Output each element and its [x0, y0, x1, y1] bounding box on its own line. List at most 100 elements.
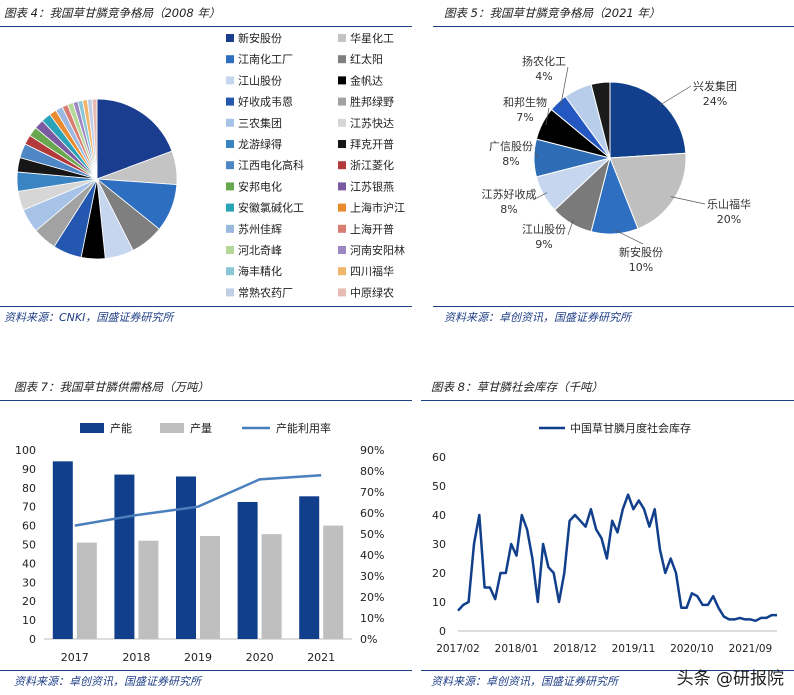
- fig8-top-rule: [421, 400, 794, 401]
- legend-label: 产量: [190, 421, 212, 435]
- fig7-top-rule: [0, 400, 412, 401]
- fig4-bottom-rule: [0, 306, 412, 307]
- x-tick-label: 2020/10: [670, 643, 714, 655]
- bar-output: [261, 534, 282, 639]
- legend-label: 河北奇峰: [238, 244, 282, 257]
- slice-pct: 9%: [535, 238, 552, 251]
- y-tick-label: 50: [432, 480, 446, 493]
- legend-label: 红太阳: [350, 53, 383, 66]
- legend-label: 中原绿农: [350, 285, 394, 299]
- fig8-bottom-rule: [421, 670, 794, 671]
- line-inventory: [457, 493, 777, 623]
- legend-label: 江山股份: [238, 74, 282, 87]
- bar-output: [138, 540, 159, 639]
- slice-pct: 10%: [629, 261, 653, 274]
- slice-name: 新安股份: [619, 245, 663, 259]
- bar-capacity: [237, 501, 258, 639]
- bar-output: [200, 535, 220, 639]
- legend-label: 上海市沪江: [350, 201, 405, 215]
- legend-label: 胜邦绿野: [350, 95, 394, 109]
- legend-label: 华星化工: [350, 31, 394, 45]
- line-utilization: [74, 473, 322, 527]
- y2-tick-label: 90%: [360, 444, 384, 457]
- y-tick-label: 10: [432, 596, 446, 609]
- y2-tick-label: 0%: [360, 633, 377, 646]
- slice-pct: 7%: [516, 111, 533, 124]
- legend-swatch: [338, 203, 346, 212]
- fig5-title: 图表 5：我国草甘膦竞争格局（2021 年）: [444, 6, 661, 20]
- legend-label: 三农集团: [238, 116, 282, 130]
- fig5-bottom-rule: [433, 306, 794, 307]
- y-tick-label: 20: [22, 595, 36, 608]
- bar-capacity: [176, 476, 196, 639]
- legend-label: 拜克开普: [350, 137, 394, 151]
- x-tick-label: 2017: [61, 651, 89, 664]
- fig7-bottom-rule: [0, 670, 412, 671]
- slice-name: 和邦生物: [503, 95, 547, 109]
- legend-swatch: [226, 140, 234, 148]
- legend-swatch: [338, 267, 346, 276]
- slice-pct: 8%: [502, 155, 519, 168]
- legend-label: 上海开普: [350, 222, 394, 236]
- legend-swatch: [226, 288, 234, 297]
- slice-name: 扬农化工: [522, 54, 566, 68]
- legend-label: 江西电化高科: [238, 158, 304, 172]
- watermark: 头条 @研报院: [676, 669, 784, 689]
- pie-slice: [609, 152, 687, 230]
- slice-pct: 8%: [500, 203, 517, 216]
- y-tick-label: 80: [22, 482, 36, 495]
- legend-label: 中国草甘膦月度社会库存: [570, 421, 691, 435]
- leader-line: [534, 151, 539, 159]
- fig5-source: 资料来源：卓创资讯，国盛证券研究所: [444, 311, 631, 324]
- bar-output: [323, 525, 344, 639]
- fig7-source: 资料来源：卓创资讯，国盛证券研究所: [14, 675, 201, 688]
- x-tick-label: 2021/09: [729, 643, 773, 655]
- slice-name: 乐山福华: [707, 197, 751, 211]
- y2-tick-label: 50%: [360, 528, 384, 541]
- slice-pct: 20%: [717, 213, 741, 226]
- y-tick-label: 60: [22, 520, 36, 533]
- x-tick-label: 2019/11: [612, 643, 656, 655]
- legend-label: 产能利用率: [276, 421, 331, 435]
- legend-swatch: [226, 246, 234, 254]
- y-tick-label: 0: [29, 633, 36, 646]
- legend-swatch: [226, 55, 234, 64]
- y-tick-label: 70: [22, 501, 36, 514]
- fig4-source: 资料来源：CNKI，国盛证券研究所: [4, 311, 174, 324]
- x-tick-label: 2019: [184, 651, 212, 664]
- slice-name: 兴发集团: [693, 79, 737, 93]
- fig7-title: 图表 7：我国草甘膦供需格局（万吨）: [14, 380, 209, 394]
- legend-swatch: [226, 76, 234, 85]
- y-tick-label: 20: [432, 567, 446, 580]
- y-tick-label: 40: [432, 509, 446, 522]
- slice-name: 江苏好收成: [482, 187, 537, 201]
- y2-tick-label: 20%: [360, 591, 384, 604]
- y-tick-label: 0: [439, 625, 446, 638]
- fig8-title: 图表 8：草甘膦社会库存（千吨）: [431, 380, 603, 394]
- legend-swatch: [338, 118, 346, 127]
- legend-label: 金帆达: [350, 73, 383, 87]
- legend-label: 龙游绿得: [238, 137, 282, 151]
- legend-swatch: [338, 224, 346, 233]
- x-tick-label: 2018/01: [495, 643, 539, 655]
- x-tick-label: 2018/12: [553, 643, 597, 655]
- bar-output: [76, 542, 97, 639]
- leader-line: [560, 66, 569, 106]
- legend-swatch: [226, 97, 234, 106]
- legend-swatch: [338, 288, 346, 297]
- legend-swatch: [226, 224, 234, 233]
- legend-label: 新安股份: [238, 31, 282, 45]
- x-tick-label: 2017/02: [436, 643, 480, 655]
- y2-tick-label: 60%: [360, 507, 384, 520]
- legend-label: 浙江菱化: [350, 158, 394, 172]
- x-tick-label: 2018: [122, 651, 150, 664]
- y-tick-label: 10: [22, 614, 36, 627]
- legend-label: 江苏银燕: [350, 179, 394, 193]
- fig7-chart: 产能 产量 产能利用率 0 10 20 30 40 50 60 70 80 90 100 0% 10% 20% 3…: [15, 421, 384, 664]
- leader-line: [659, 85, 692, 106]
- y2-tick-label: 70%: [360, 486, 384, 499]
- y-tick-label: 30: [432, 538, 446, 551]
- fig5-top-rule: [433, 26, 794, 27]
- legend-swatch: [226, 267, 234, 276]
